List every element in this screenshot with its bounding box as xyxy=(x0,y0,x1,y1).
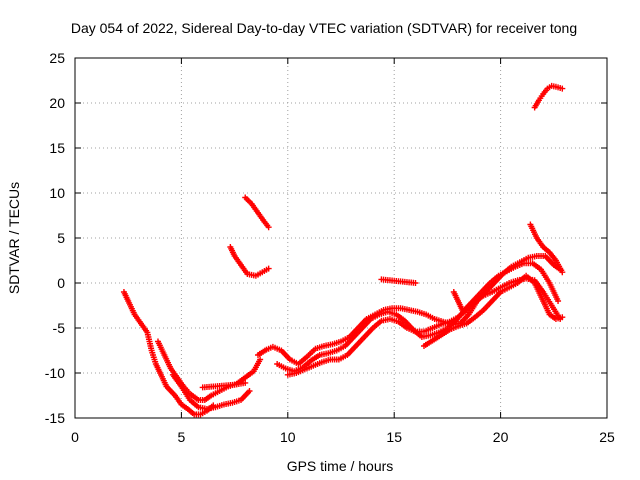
y-tick-label: 10 xyxy=(49,185,65,201)
y-axis-label: SDTVAR / TECUs xyxy=(6,182,22,294)
y-tick-label: 25 xyxy=(49,50,65,66)
y-tick-label: -10 xyxy=(45,365,65,381)
data-point xyxy=(265,224,272,231)
x-tick-label: 10 xyxy=(280,429,296,445)
y-tick-label: -5 xyxy=(53,320,66,336)
data-point xyxy=(555,298,562,304)
data-points xyxy=(120,82,566,418)
data-point xyxy=(257,356,264,363)
x-tick-label: 0 xyxy=(71,429,79,445)
data-point xyxy=(242,379,249,386)
data-point xyxy=(559,85,566,92)
y-tick-label: -15 xyxy=(45,410,65,426)
data-point xyxy=(459,307,466,313)
axis-ticks: 0 5 10 15 20 25 -15 -10 -5 0 5 10 15 20 25 xyxy=(45,50,615,445)
grid xyxy=(75,58,607,418)
plot-frame xyxy=(74,57,608,419)
chart-title: Day 054 of 2022, Sidereal Day-to-day VTE… xyxy=(71,20,577,36)
data-point xyxy=(265,265,272,272)
x-tick-label: 25 xyxy=(599,429,615,445)
data-point xyxy=(559,314,566,321)
data-point xyxy=(559,269,566,276)
y-tick-label: 5 xyxy=(57,230,65,246)
y-tick-label: 15 xyxy=(49,140,65,156)
x-tick-label: 5 xyxy=(178,429,186,445)
data-point xyxy=(412,280,419,286)
y-tick-label: 0 xyxy=(57,275,65,291)
y-tick-label: 20 xyxy=(49,95,65,111)
data-point xyxy=(246,388,253,394)
x-tick-label: 20 xyxy=(493,429,509,445)
x-axis-label: GPS time / hours xyxy=(287,458,394,474)
x-tick-label: 15 xyxy=(386,429,402,445)
